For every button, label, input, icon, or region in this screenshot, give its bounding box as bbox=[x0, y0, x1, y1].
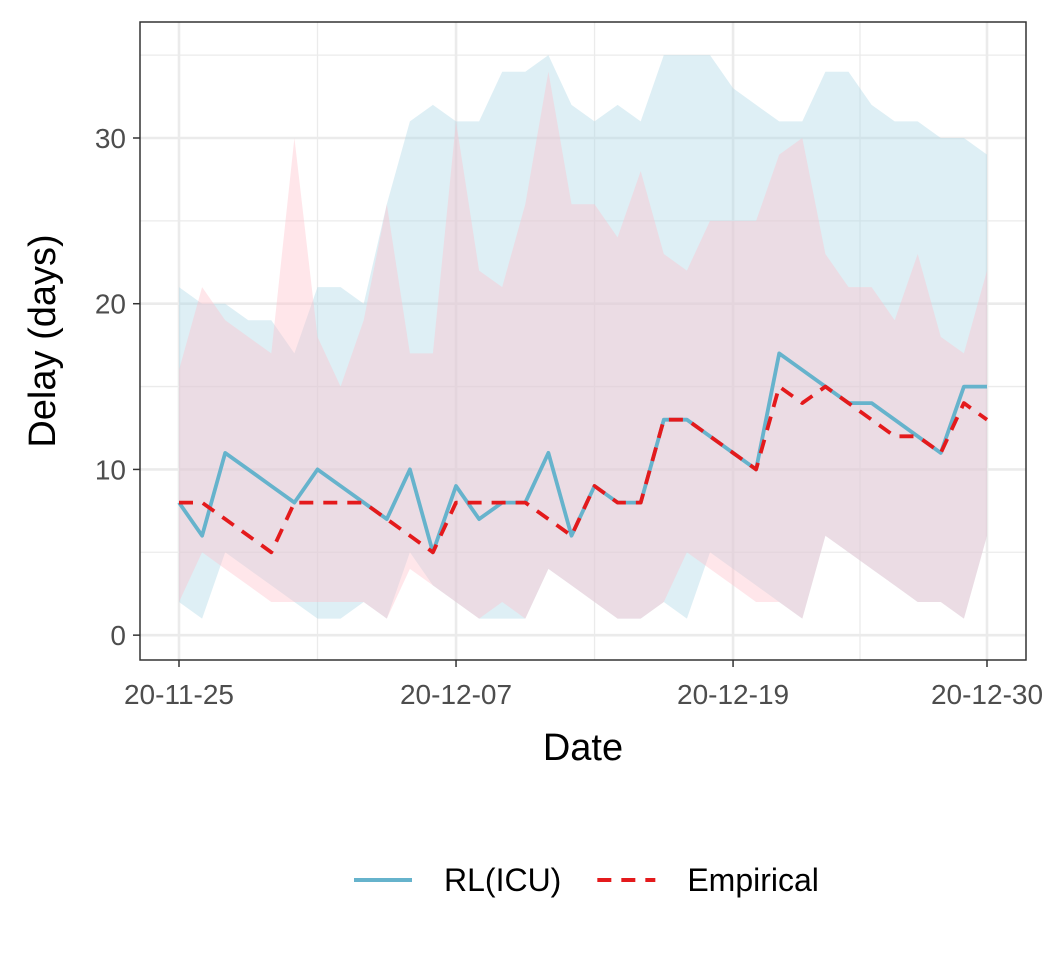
interval-bands bbox=[179, 55, 987, 619]
rl-icu-band bbox=[179, 55, 987, 619]
y-tick-label: 0 bbox=[110, 620, 126, 651]
legend-label-empirical: Empirical bbox=[687, 862, 819, 898]
y-axis: 0 10 20 30 bbox=[95, 123, 140, 651]
y-tick-label: 30 bbox=[95, 123, 126, 154]
series-lines bbox=[177, 351, 989, 555]
x-tick-label: 20-12-07 bbox=[400, 679, 512, 710]
y-tick-label: 10 bbox=[95, 454, 126, 485]
empirical-band bbox=[179, 71, 987, 619]
plot-panel bbox=[140, 22, 1026, 660]
legend-label-rl-icu: RL(ICU) bbox=[444, 862, 561, 898]
x-tick-label: 20-12-30 bbox=[931, 679, 1043, 710]
rl-icu-line bbox=[177, 351, 987, 555]
x-axis: 20-11-25 20-12-07 20-12-19 20-12-30 bbox=[124, 660, 1043, 710]
legend: RL(ICU) Empirical bbox=[354, 862, 819, 898]
x-tick-label: 20-12-19 bbox=[677, 679, 789, 710]
x-axis-title: Date bbox=[543, 727, 623, 769]
minor-gridlines bbox=[140, 22, 1026, 660]
plot-border bbox=[139, 21, 1027, 661]
y-tick-label: 20 bbox=[95, 289, 126, 320]
y-axis-title: Delay (days) bbox=[22, 234, 64, 447]
major-gridlines bbox=[140, 22, 1026, 660]
x-tick-label: 20-11-25 bbox=[124, 679, 234, 710]
